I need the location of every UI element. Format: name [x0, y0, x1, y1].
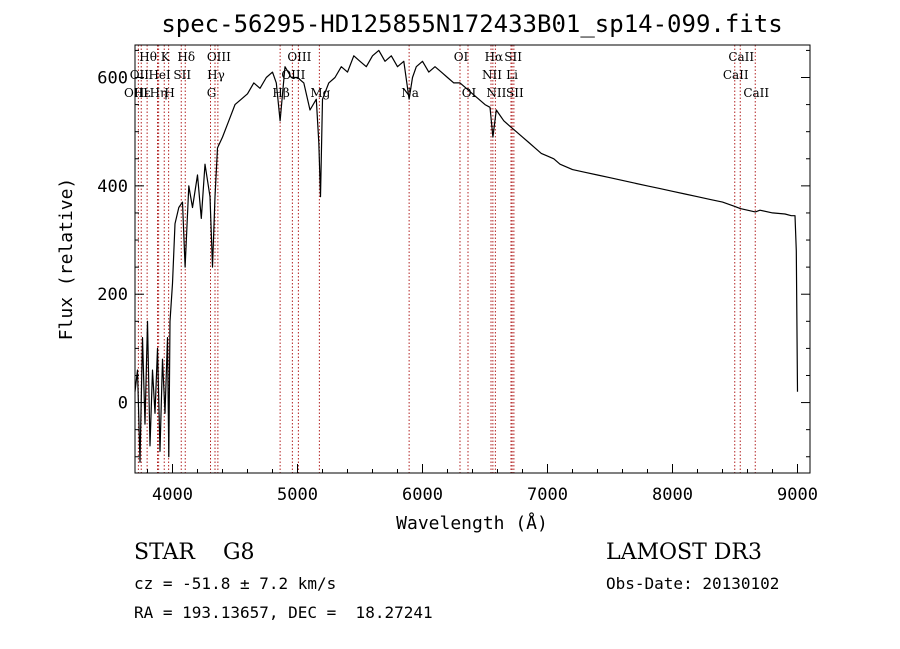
line-label-4: OIII — [287, 50, 311, 64]
flux-series-line — [134, 49, 799, 463]
line-label-6: Hα — [485, 50, 504, 64]
line-label-20: H — [164, 86, 174, 100]
line-label-13: OIII — [281, 68, 305, 82]
line-label-3: OIII — [207, 50, 231, 64]
y-tick-label-0: 0 — [118, 394, 128, 414]
line-label-7: SII — [504, 50, 522, 64]
line-label-19: Hη — [150, 86, 168, 100]
x-tick-label-4: 8000 — [652, 485, 693, 505]
line-label-25: OI — [462, 86, 477, 100]
obs-date-label: Obs-Date: 20130102 — [606, 574, 780, 593]
line-label-27: SII — [506, 86, 524, 100]
x-axis-label: Wavelength (Å) — [396, 512, 548, 534]
x-tick-label-3: 7000 — [527, 485, 568, 505]
chart-title: spec-56295-HD125855N172433B01_sp14-099.f… — [161, 10, 782, 38]
line-label-5: OI — [454, 50, 469, 64]
x-tick-label-1: 5000 — [277, 485, 318, 505]
line-label-24: Na — [401, 86, 419, 100]
line-label-28: CaII — [743, 86, 769, 100]
line-label-23: Mg — [310, 86, 330, 100]
line-label-2: Hδ — [177, 50, 195, 64]
line-label-17: OIII — [124, 86, 148, 100]
line-label-10: HeI — [148, 68, 171, 82]
plot-frame — [134, 44, 811, 474]
line-label-0: Hθ — [139, 50, 157, 64]
spectral-line-markers — [134, 45, 756, 473]
line-label-18: Hε — [134, 86, 151, 100]
line-label-9: OII — [130, 68, 150, 82]
line-label-22: Hβ — [272, 86, 289, 100]
axis-ticks: 4000 5000 6000 7000 8000 9000 0 200 400 600 — [97, 49, 818, 505]
y-tick-label-3: 600 — [97, 69, 128, 89]
object-class-label: STAR G8 — [134, 540, 255, 565]
line-label-26: NII — [486, 86, 506, 100]
x-tick-label-2: 6000 — [402, 485, 443, 505]
line-label-16: CaII — [723, 68, 749, 82]
x-tick-label-5: 9000 — [777, 485, 818, 505]
redshift-label: cz = -51.8 ± 7.2 km/s — [134, 574, 337, 593]
line-label-11: SII — [173, 68, 191, 82]
x-tick-label-0: 4000 — [152, 485, 193, 505]
line-label-1: K — [161, 50, 171, 64]
line-label-8: CaII — [728, 50, 754, 64]
y-tick-label-2: 400 — [97, 177, 128, 197]
y-axis-label: Flux (relative) — [56, 178, 77, 341]
coordinates-label: RA = 193.13657, DEC = 18.27241 — [134, 603, 433, 622]
line-label-21: G — [207, 86, 217, 100]
survey-label: LAMOST DR3 — [606, 540, 762, 565]
line-label-14: NII — [482, 68, 502, 82]
y-tick-label-1: 200 — [97, 285, 128, 305]
line-label-15: Li — [506, 68, 518, 82]
line-label-12: Hγ — [207, 68, 225, 82]
